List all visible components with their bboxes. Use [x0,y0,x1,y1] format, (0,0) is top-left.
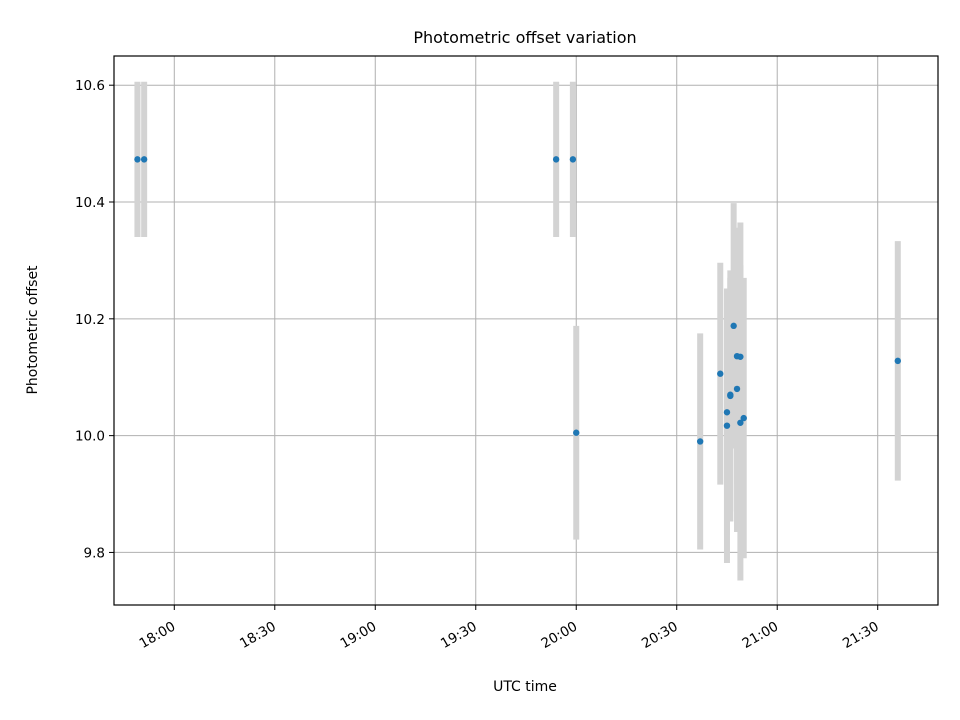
x-tick-label: 19:30 [438,619,480,652]
plot-area-frame [113,55,939,606]
data-point [730,322,737,330]
y-axis-ticks: 9.8 10.0 10.2 10.4 10.6 [75,78,114,561]
data-point [723,409,731,416]
data-point [569,156,577,163]
data-points [134,156,902,445]
x-tick-label: 21:30 [840,619,882,652]
x-tick-label: 20:30 [639,619,681,652]
x-tick-label: 19:00 [338,619,380,652]
data-point [696,438,704,445]
data-point [134,156,141,163]
data-point [894,357,902,365]
data-point [573,429,580,436]
x-tick-label: 18:30 [237,619,279,652]
data-point [727,391,734,398]
chart-title: Photometric offset variation [413,28,636,47]
y-tick-label: 10.4 [75,195,105,211]
y-tick-label: 9.8 [84,545,105,561]
x-axis-label: UTC time [493,679,557,695]
error-bars [134,81,901,581]
data-point [737,353,744,360]
y-axis-label: Photometric offset [25,265,41,395]
data-point [552,156,560,163]
x-tick-label: 18:00 [137,619,179,652]
y-tick-label: 10.2 [75,312,105,328]
x-tick-label: 21:00 [740,619,782,652]
data-point [733,385,741,393]
data-point [140,156,148,163]
y-tick-label: 10.0 [75,429,105,445]
y-tick-label: 10.6 [75,78,105,94]
x-tick-label: 20:00 [539,619,581,652]
data-point [740,414,747,422]
data-point [717,370,724,377]
data-point [737,419,744,426]
grid-lines [114,56,938,605]
x-axis-ticks: 18:00 18:30 19:00 19:30 20:00 20:30 21:00 21:30 [137,605,882,652]
data-point [723,422,731,429]
